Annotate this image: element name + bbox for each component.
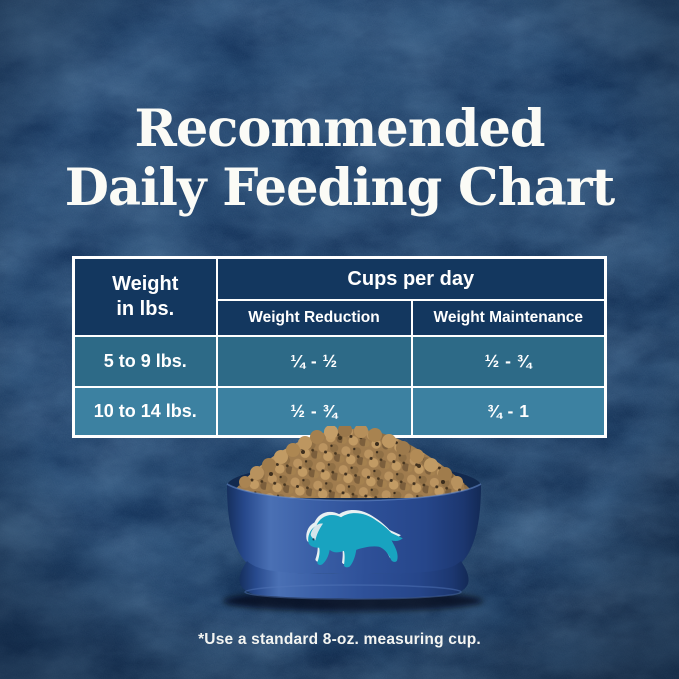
maintenance-amount-cell: ¾ - 1 <box>410 386 607 438</box>
table-header-row: Weight in lbs. Cups per day <box>72 256 607 337</box>
page-title: Recommended Daily Feeding Chart <box>0 99 679 219</box>
page-title-line1: Recommended <box>134 99 545 160</box>
weight-range-cell: 5 to 9 lbs. <box>72 335 218 388</box>
table-row: 5 to 9 lbs. ¼ - ½ ½ - ¾ <box>72 335 607 388</box>
weight-column-header: Weight in lbs. <box>72 256 218 337</box>
page-title-line2: Daily Feeding Chart <box>64 158 615 219</box>
feeding-table: Weight in lbs. Cups per day Weight Reduc… <box>72 256 608 438</box>
cups-per-day-header: Cups per day <box>215 256 607 301</box>
dog-bowl-illustration <box>223 426 483 612</box>
kibble-pile <box>234 426 472 498</box>
table-subheader-row: Weight Reduction Weight Maintenance <box>74 299 607 337</box>
weight-maintenance-header: Weight Maintenance <box>410 299 607 337</box>
maintenance-amount-cell: ½ - ¾ <box>410 335 607 388</box>
weight-reduction-header: Weight Reduction <box>215 299 413 337</box>
blue-buffalo-logo-icon <box>306 509 403 568</box>
footnote-text: *Use a standard 8-oz. measuring cup. <box>198 631 481 648</box>
weight-range-cell: 10 to 14 lbs. <box>72 386 218 438</box>
table-row: 10 to 14 lbs. ½ - ¾ ¾ - 1 <box>72 386 607 438</box>
reduction-amount-cell: ½ - ¾ <box>215 386 413 438</box>
reduction-amount-cell: ¼ - ½ <box>215 335 413 388</box>
